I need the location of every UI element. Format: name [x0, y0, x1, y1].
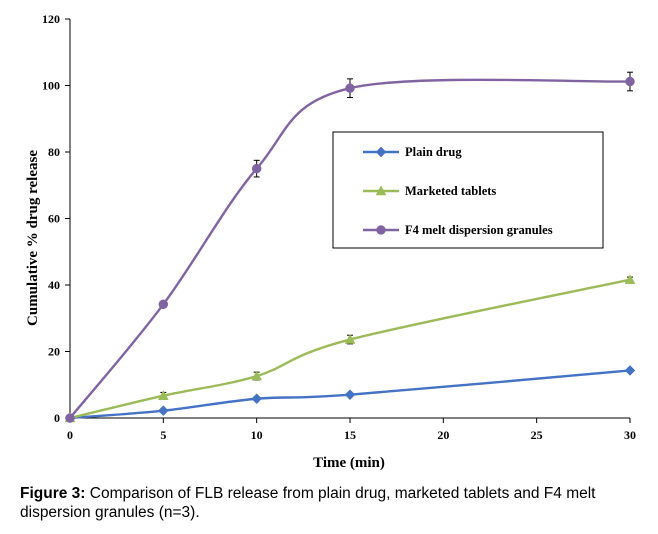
series-line [69, 78, 631, 419]
legend: Plain drug Marketed tablets F4 melt disper… [332, 131, 604, 249]
series-line [69, 369, 631, 420]
data-point [157, 405, 169, 417]
x-tick-label: 5 [160, 428, 166, 442]
series-f4-melt-dispersion-granules [65, 71, 635, 423]
series-plain-drug [64, 365, 636, 424]
series-layer [64, 71, 636, 424]
y-tick-label: 100 [42, 79, 60, 93]
caption-label: Figure 3: [20, 485, 86, 502]
x-tick-label: 30 [624, 428, 636, 442]
data-point [624, 274, 636, 284]
x-tick-label: 20 [437, 428, 449, 442]
data-point [158, 299, 169, 310]
legend-marker [376, 225, 386, 235]
legend-label: Marketed tablets [405, 184, 496, 198]
data-point [157, 390, 169, 400]
data-point [624, 365, 636, 376]
series-line [69, 278, 631, 420]
data-point [344, 334, 356, 344]
x-tick-label: 10 [251, 428, 263, 442]
data-point [251, 370, 263, 381]
data-point [251, 163, 262, 174]
series-marketed-tablets [64, 274, 636, 423]
legend-label: Plain drug [405, 145, 462, 159]
y-tick-label: 20 [48, 345, 60, 359]
data-point [65, 413, 75, 423]
legend-marker [375, 146, 387, 158]
x-tick-label: 15 [344, 428, 356, 442]
data-point [251, 393, 263, 405]
data-point [344, 389, 356, 401]
legend-marker [375, 185, 387, 196]
data-point [345, 83, 355, 93]
y-tick-label: 60 [48, 212, 60, 226]
y-axis-title: Cumulative % drug release [25, 150, 41, 326]
x-axis-title: Time (min) [313, 455, 385, 471]
release-chart: 0 20 40 60 80 100 120 0 5 10 15 20 25 30 Plain drug Ma… [25, 12, 636, 471]
y-tick-label: 0 [54, 411, 60, 425]
y-tick-label: 80 [48, 145, 60, 159]
x-tick-label: 0 [67, 428, 73, 442]
x-tick-label: 25 [531, 428, 543, 442]
y-tick-label: 120 [42, 12, 60, 26]
y-tick-label: 40 [48, 278, 60, 292]
legend-label: F4 melt dispersion granules [405, 223, 553, 237]
caption-text: Comparison of FLB release from plain dru… [20, 485, 596, 521]
data-point [625, 76, 635, 87]
figure-caption: Figure 3: Comparison of FLB release from… [20, 484, 650, 522]
axes: 0 20 40 60 80 100 120 0 5 10 15 20 25 30 [42, 12, 636, 442]
